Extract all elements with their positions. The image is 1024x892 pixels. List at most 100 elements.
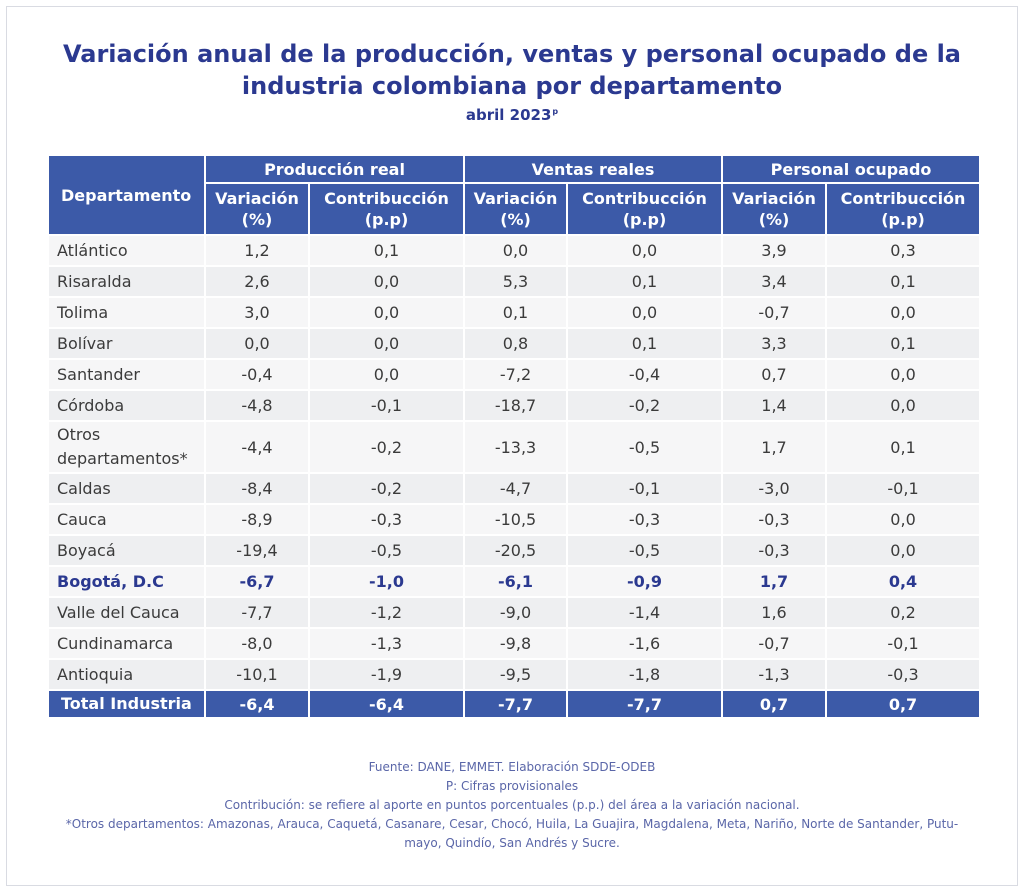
cell-value: -0,2	[566, 390, 724, 422]
page-frame	[6, 6, 1018, 886]
cell-value: 2,6	[204, 266, 310, 298]
page-subtitle: abril 2023p	[0, 106, 1024, 124]
cell-value: -0,4	[204, 359, 310, 391]
cell-value: -0,3	[721, 504, 828, 536]
industry-variation-table: Departamento Producción real Ventas real…	[47, 154, 982, 719]
cell-value: 3,4	[721, 266, 828, 298]
cell-value: -1,8	[566, 659, 724, 691]
table-row: Valle del Cauca -7,7 -1,2 -9,0 -1,4 1,6 …	[47, 597, 982, 629]
cell-value: -1,2	[307, 597, 466, 629]
row-department: Caldas	[47, 473, 206, 505]
cell-value: -8,4	[204, 473, 310, 505]
cell-value: 1,6	[721, 597, 828, 629]
cell-value: 0,1	[463, 297, 569, 329]
cell-value: 0,1	[825, 421, 982, 474]
cell-value: -1,3	[721, 659, 828, 691]
cell-value: -0,1	[825, 628, 982, 660]
cell-value: -0,2	[307, 421, 466, 474]
subtitle-date: abril 2023	[465, 106, 552, 124]
header-department: Departamento	[47, 154, 206, 236]
table-row: Antioquia -10,1 -1,9 -9,5 -1,8 -1,3 -0,3	[47, 659, 982, 691]
cell-value: -7,2	[463, 359, 569, 391]
cell-value: -0,3	[825, 659, 982, 691]
cell-value: -4,4	[204, 421, 310, 474]
cell-value: -9,0	[463, 597, 569, 629]
cell-value: -10,1	[204, 659, 310, 691]
table-row: Atlántico 1,2 0,1 0,0 0,0 3,9 0,3	[47, 235, 982, 267]
cell-value: -0,1	[825, 473, 982, 505]
header-group-ventas: Ventas reales	[463, 154, 724, 184]
cell-value: -9,8	[463, 628, 569, 660]
cell-value: -8,0	[204, 628, 310, 660]
cell-value: 0,1	[825, 266, 982, 298]
cell-value: -0,2	[307, 473, 466, 505]
cell-value: 0,7	[721, 359, 828, 391]
total-value: -6,4	[204, 690, 310, 719]
cell-value: -0,1	[307, 390, 466, 422]
table-row: Santander -0,4 0,0 -7,2 -0,4 0,7 0,0	[47, 359, 982, 391]
total-value: -6,4	[307, 690, 466, 719]
cell-value: 1,4	[721, 390, 828, 422]
total-value: -7,7	[463, 690, 569, 719]
row-department: Córdoba	[47, 390, 206, 422]
cell-value: -6,7	[204, 566, 310, 598]
cell-value: 0,1	[825, 328, 982, 360]
row-department: Antioquia	[47, 659, 206, 691]
cell-value: 0,0	[825, 504, 982, 536]
header-variacion: Variación (%)	[721, 182, 828, 236]
cell-value: 3,0	[204, 297, 310, 329]
cell-value: 1,7	[721, 421, 828, 474]
row-department: Santander	[47, 359, 206, 391]
row-department: Boyacá	[47, 535, 206, 567]
cell-value: 0,0	[307, 266, 466, 298]
cell-value: 0,0	[307, 297, 466, 329]
row-department: Risaralda	[47, 266, 206, 298]
cell-value: 0,0	[307, 359, 466, 391]
cell-value: 3,9	[721, 235, 828, 267]
cell-value: -3,0	[721, 473, 828, 505]
cell-value: 0,1	[566, 328, 724, 360]
table-row: Caldas -8,4 -0,2 -4,7 -0,1 -3,0 -0,1	[47, 473, 982, 505]
footnote-source: Fuente: DANE, EMMET. Elaboración SDDE-OD…	[368, 760, 656, 774]
cell-value: 5,3	[463, 266, 569, 298]
row-department: Valle del Cauca	[47, 597, 206, 629]
header-variacion: Variación (%)	[204, 182, 310, 236]
table-row: Tolima 3,0 0,0 0,1 0,0 -0,7 0,0	[47, 297, 982, 329]
table-row: Boyacá -19,4 -0,5 -20,5 -0,5 -0,3 0,0	[47, 535, 982, 567]
footnote-provisional: P: Cifras provisionales	[445, 779, 579, 793]
cell-value: -0,5	[566, 535, 724, 567]
cell-value: -0,5	[307, 535, 466, 567]
cell-value: 0,0	[566, 297, 724, 329]
footnote-other-departments: *Otros departamentos: Amazonas, Arauca, …	[65, 817, 959, 831]
table-row-highlight: Bogotá, D.C -6,7 -1,0 -6,1 -0,9 1,7 0,4	[47, 566, 982, 598]
cell-value: 0,0	[463, 235, 569, 267]
cell-value: 0,0	[825, 359, 982, 391]
cell-value: 0,0	[825, 535, 982, 567]
cell-value: 0,3	[825, 235, 982, 267]
cell-value: -0,7	[721, 628, 828, 660]
footnote-contribution: Contribución: se refiere al aporte en pu…	[224, 798, 800, 812]
cell-value: 0,0	[566, 235, 724, 267]
header-contribucion: Contribucción (p.p)	[566, 182, 724, 236]
cell-value: -9,5	[463, 659, 569, 691]
row-department: Bolívar	[47, 328, 206, 360]
total-value: 0,7	[825, 690, 982, 719]
cell-value: 0,2	[825, 597, 982, 629]
cell-value: -1,0	[307, 566, 466, 598]
cell-value: -0,7	[721, 297, 828, 329]
cell-value: -1,3	[307, 628, 466, 660]
cell-value: -0,9	[566, 566, 724, 598]
total-value: -7,7	[566, 690, 724, 719]
table-row: Cundinamarca -8,0 -1,3 -9,8 -1,6 -0,7 -0…	[47, 628, 982, 660]
cell-value: -20,5	[463, 535, 569, 567]
header-variacion: Variación (%)	[463, 182, 569, 236]
row-department: Cauca	[47, 504, 206, 536]
table-row: Otros departamentos* -4,4 -0,2 -13,3 -0,…	[47, 421, 982, 474]
cell-value: -1,6	[566, 628, 724, 660]
cell-value: 0,0	[204, 328, 310, 360]
footnote-other-departments-cont: mayo, Quindío, San Andrés y Sucre.	[404, 836, 620, 850]
total-label: Total Industria	[47, 690, 206, 719]
cell-value: 3,3	[721, 328, 828, 360]
cell-value: -10,5	[463, 504, 569, 536]
header-group-produccion: Producción real	[203, 154, 466, 184]
